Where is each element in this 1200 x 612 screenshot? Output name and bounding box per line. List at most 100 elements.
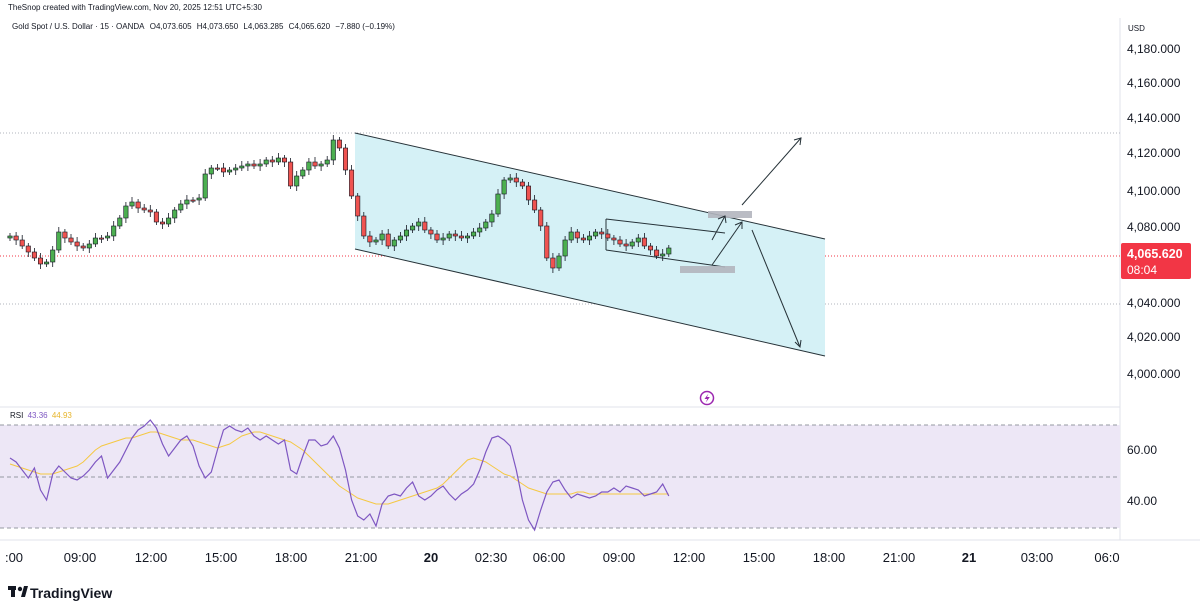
- candle-body: [617, 239, 623, 245]
- time-axis-label: 12:00: [672, 550, 706, 565]
- candle-body: [129, 201, 135, 207]
- time-axis-label: 06:00: [532, 550, 566, 565]
- candle-body: [397, 235, 403, 241]
- candle-body: [233, 167, 239, 171]
- tradingview-logo: TradingView: [30, 585, 113, 601]
- ohlc-close: C4,065.620: [288, 22, 331, 31]
- candle-body: [611, 237, 617, 241]
- channel-lower-line[interactable]: [354, 248, 826, 357]
- candle-body: [221, 167, 227, 173]
- ohlc-open: O4,073.605: [149, 22, 192, 31]
- candle-body: [227, 169, 233, 173]
- rsi-value: 43.36: [27, 411, 48, 420]
- candle-body: [153, 211, 159, 223]
- candle-body: [318, 163, 324, 167]
- candle-body: [550, 257, 556, 269]
- time-axis-label: 03:00: [1020, 550, 1054, 565]
- candle-body: [568, 231, 574, 241]
- candle-body: [428, 229, 434, 235]
- rsi-legend[interactable]: RSI 43.36 44.93: [10, 411, 72, 420]
- ohlc-change: −7.880 (−0.19%): [335, 22, 395, 31]
- candle-body: [593, 231, 599, 237]
- candle-body: [19, 239, 25, 247]
- flag-upper-line[interactable]: [605, 218, 726, 234]
- candle-body: [56, 231, 62, 251]
- candle-body: [281, 157, 287, 163]
- candle-body: [263, 159, 269, 165]
- candle-body: [410, 225, 416, 231]
- candle-body: [99, 237, 105, 240]
- current-price-value: 4,065.620: [1127, 247, 1183, 261]
- candle-body: [471, 231, 477, 237]
- candle-body: [446, 233, 452, 239]
- candle-body: [556, 255, 562, 269]
- time-axis-label: 15:00: [742, 550, 776, 565]
- symbol-header[interactable]: Gold Spot / U.S. Dollar · 15 · OANDA O4,…: [12, 22, 398, 31]
- candle-body: [599, 231, 605, 235]
- candle-body: [361, 215, 367, 237]
- candle-body: [202, 173, 208, 199]
- price-axis-label: 4,080.000: [1127, 220, 1181, 234]
- candle-body: [562, 239, 568, 257]
- candle-body: [74, 241, 80, 247]
- ohlc-low: L4,063.285: [243, 22, 284, 31]
- candle-body: [647, 245, 653, 251]
- rsi-line[interactable]: [9, 419, 670, 532]
- symbol-name[interactable]: Gold Spot / U.S. Dollar · 15 · OANDA: [12, 22, 145, 31]
- price-axis-label: 4,120.000: [1127, 146, 1181, 160]
- bar-countdown: 08:04: [1127, 263, 1158, 277]
- resistance-zone[interactable]: [708, 211, 752, 218]
- projection-arrows[interactable]: [711, 137, 802, 349]
- candle-body: [44, 261, 50, 265]
- time-axis-label: 21: [961, 550, 977, 565]
- candle-body: [538, 209, 544, 227]
- lightning-icon[interactable]: [699, 390, 715, 406]
- candle-body: [178, 203, 184, 211]
- candle-body: [172, 209, 178, 219]
- candle-body: [31, 251, 37, 259]
- candle-body: [62, 231, 68, 239]
- candle-body: [367, 235, 373, 243]
- candle-body: [196, 197, 202, 201]
- candle-body: [458, 235, 464, 239]
- candlestick-series[interactable]: [7, 135, 672, 273]
- candle-body: [239, 165, 245, 169]
- price-axis-currency: USD: [1128, 24, 1145, 33]
- candle-body: [324, 159, 330, 165]
- support-zone[interactable]: [680, 266, 735, 273]
- candle-body: [635, 237, 641, 243]
- time-axis-label: 18:00: [274, 550, 308, 565]
- candle-body: [25, 245, 31, 253]
- candle-body: [306, 161, 312, 171]
- current-price-badge: 4,065.620 08:04: [1121, 243, 1191, 279]
- candle-body: [50, 249, 56, 263]
- candle-body: [574, 231, 580, 239]
- candle-body: [373, 239, 379, 243]
- price-axis-label: 4,000.000: [1127, 367, 1181, 381]
- candle-body: [288, 161, 294, 187]
- channel-upper-line[interactable]: [354, 132, 826, 240]
- candle-body: [483, 221, 489, 229]
- price-axis-label: 4,020.000: [1127, 330, 1181, 344]
- rsi-ma-line[interactable]: [9, 431, 669, 505]
- candle-body: [251, 163, 257, 167]
- candle-body: [605, 233, 611, 239]
- chart-credit: TheSnop created with TradingView.com, No…: [8, 3, 263, 12]
- flag-lower-line[interactable]: [605, 249, 726, 268]
- candle-body: [385, 233, 391, 247]
- parallel-channel-fill[interactable]: [355, 133, 825, 356]
- tradingview-logo-mark: [8, 586, 28, 597]
- candle-body: [660, 253, 666, 257]
- candle-body: [434, 233, 440, 241]
- candle-body: [586, 235, 592, 241]
- candle-body: [269, 159, 275, 163]
- rsi-axis-label: 40.00: [1127, 494, 1158, 508]
- candle-body: [379, 233, 385, 241]
- candle-body: [544, 225, 550, 259]
- candle-body: [422, 221, 428, 231]
- candle-body: [184, 199, 190, 205]
- candle-body: [416, 221, 422, 227]
- candle-body: [330, 139, 336, 161]
- candle-body: [92, 237, 98, 245]
